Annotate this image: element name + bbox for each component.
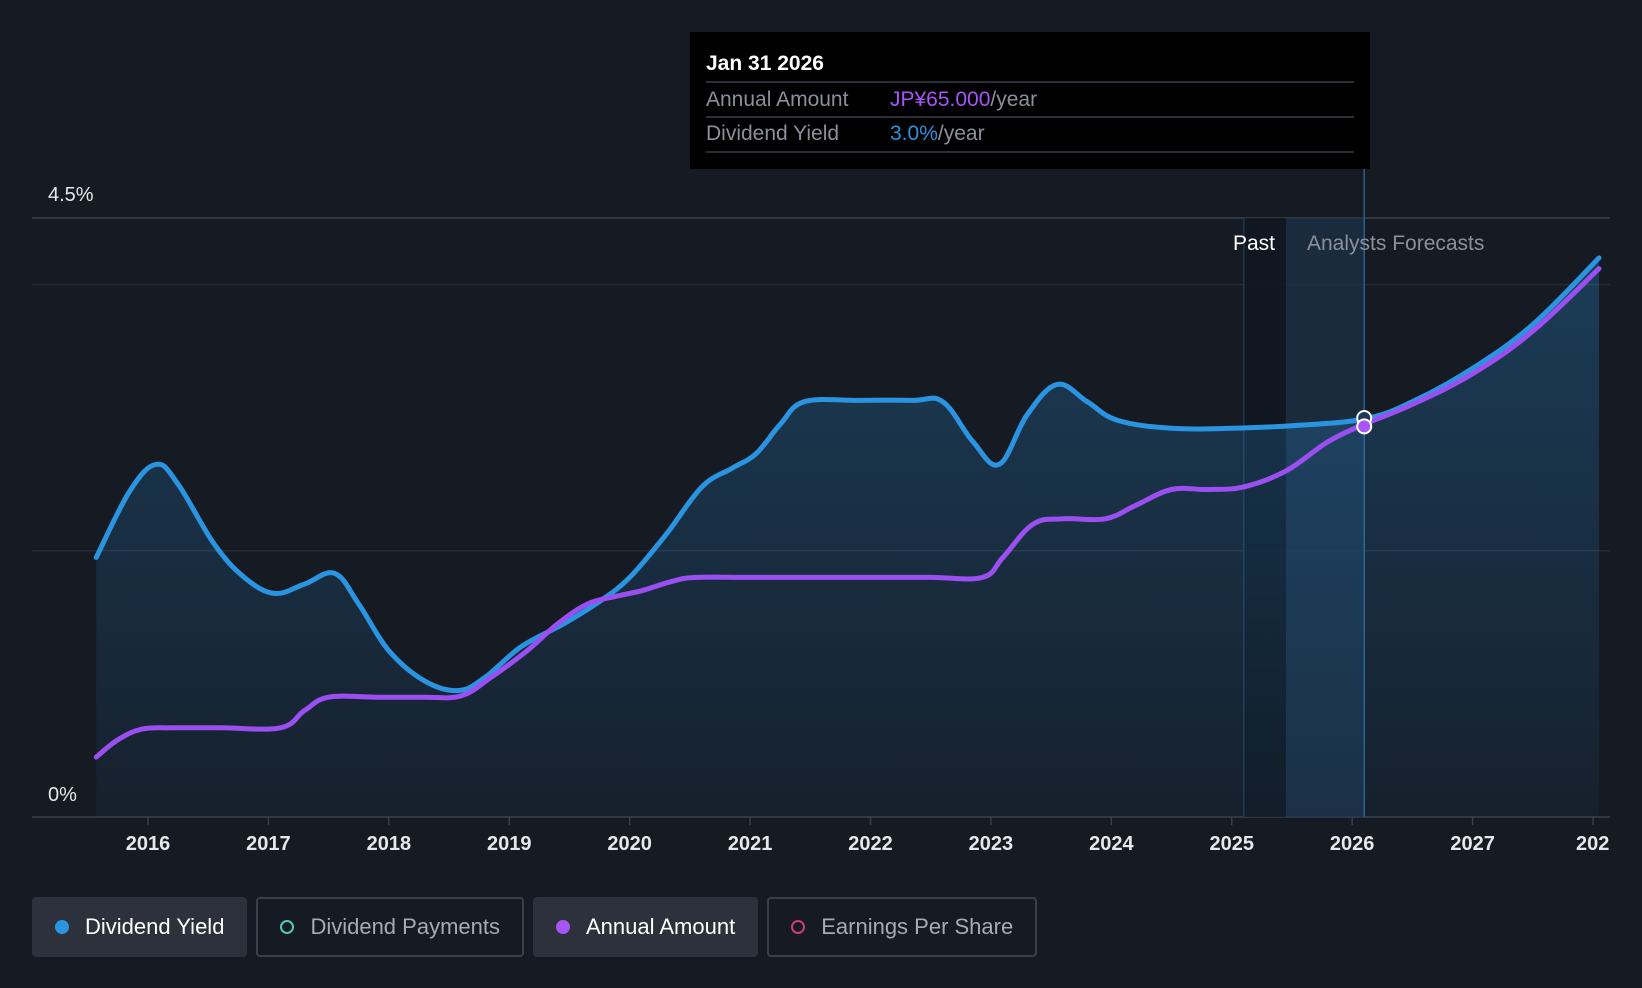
legend-label: Dividend Yield [85, 914, 225, 939]
hover-markers [1356, 409, 1373, 435]
tooltip-annual-amount: JP¥65.000 [890, 88, 990, 111]
zone-label-past: Past [1233, 232, 1275, 255]
tooltip-yield-unit: /year [938, 122, 985, 145]
tooltip-yield-label: Dividend Yield [706, 122, 839, 145]
hollow-dot-icon [280, 920, 295, 934]
tooltip-yield-value: 3.0%/year [890, 122, 985, 145]
series-areas [96, 257, 1600, 817]
x-tick-label: 2022 [848, 833, 893, 855]
x-tick-label: 202 [1576, 833, 1609, 855]
hollow-dot-icon [791, 920, 806, 934]
x-tick-label: 2020 [607, 833, 652, 855]
zone-label-forecast: Analysts Forecasts [1307, 232, 1484, 255]
filled-dot-icon [55, 920, 69, 934]
legend: Dividend Yield Dividend Payments Annual … [32, 897, 1038, 957]
legend-earnings-per-share[interactable]: Earnings Per Share [767, 897, 1038, 957]
x-tick-label: 2024 [1089, 833, 1134, 855]
legend-dividend-yield[interactable]: Dividend Yield [32, 897, 248, 957]
x-axis-ticks: 2016 2017 2018 2019 2020 2021 2022 2023 2024 2025… [126, 817, 1609, 855]
x-tick-label: 2026 [1330, 833, 1375, 855]
y-axis-ticks: 4.5% 0% [48, 184, 94, 806]
annual-amount-line [93, 266, 1602, 760]
tooltip-yield-amount: 3.0% [890, 122, 938, 145]
tooltip-annual-value: JP¥65.000/year [890, 88, 1037, 111]
filled-dot-icon [555, 920, 570, 934]
y-tick-label: 4.5% [48, 184, 94, 206]
x-tick-label: 2027 [1450, 833, 1495, 855]
x-tick-label: 2016 [126, 833, 171, 855]
legend-dividend-payments[interactable]: Dividend Payments [256, 897, 524, 957]
legend-label: Annual Amount [585, 914, 736, 939]
y-tick-label: 0% [48, 784, 77, 806]
tooltip-annual-unit: /year [990, 88, 1037, 111]
x-tick-label: 2017 [246, 833, 291, 855]
legend-annual-amount[interactable]: Annual Amount [532, 897, 759, 957]
legend-label: Earnings Per Share [821, 914, 1014, 939]
dividend-yield-area [96, 257, 1600, 817]
tooltip-box [690, 32, 1370, 169]
x-tick-label: 2018 [367, 833, 412, 855]
series-lines [93, 255, 1602, 760]
x-tick-label: 2023 [969, 833, 1014, 855]
annual-amount-marker [1356, 418, 1373, 435]
legend-label: Dividend Payments [310, 914, 500, 939]
x-tick-label: 2019 [487, 833, 532, 855]
tooltip-annual-label: Annual Amount [706, 88, 849, 111]
tooltip-date: Jan 31 2026 [706, 52, 824, 75]
dividend-yield-line [93, 255, 1602, 694]
tooltip: Jan 31 2026 Annual Amount JP¥65.000/year… [690, 32, 1370, 169]
x-tick-label: 2021 [728, 833, 773, 855]
x-tick-label: 2025 [1210, 833, 1255, 855]
